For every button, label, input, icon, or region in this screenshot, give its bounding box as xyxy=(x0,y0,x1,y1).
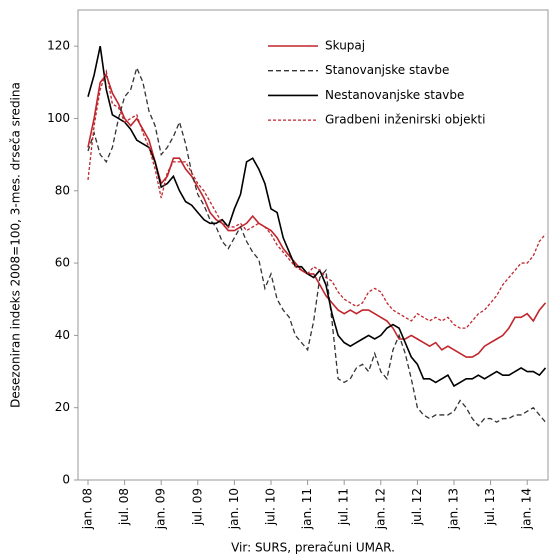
y-tick-label: 120 xyxy=(47,39,70,53)
y-tick-label: 0 xyxy=(62,473,70,487)
plot-frame xyxy=(77,9,549,481)
series-line xyxy=(87,73,547,358)
y-tick-label: 20 xyxy=(55,400,70,414)
x-tick-label: jul. 13 xyxy=(483,488,497,526)
source-note: Vir: SURS, preračuni UMAR. xyxy=(231,541,395,555)
y-axis-label: Desezoniran indeks 2008=100, 3-mes. drse… xyxy=(9,82,23,408)
x-tick-label: jan. 12 xyxy=(373,488,387,530)
x-tick-label: jan. 10 xyxy=(227,488,241,530)
x-tick-label: jan. 14 xyxy=(520,488,534,530)
x-tick-label: jul. 12 xyxy=(410,488,424,526)
series-line xyxy=(87,45,547,388)
x-tick-label: jul. 08 xyxy=(117,488,131,526)
legend-label: Skupaj xyxy=(325,39,365,53)
series-line xyxy=(87,65,546,427)
legend-label: Stanovanjske stavbe xyxy=(325,63,449,77)
x-tick-label: jan. 09 xyxy=(154,488,168,530)
legend-label: Nestanovanjske stavbe xyxy=(325,88,464,102)
x-tick-label: jan. 08 xyxy=(81,488,95,530)
y-tick-label: 60 xyxy=(55,256,70,270)
y-tick-label: 40 xyxy=(55,328,70,342)
legend-label: Gradbeni inženirski objekti xyxy=(325,113,485,127)
series-line xyxy=(87,68,546,329)
x-tick-label: jan. 13 xyxy=(447,488,461,530)
x-tick-label: jul. 11 xyxy=(337,488,351,526)
y-tick-label: 100 xyxy=(47,111,70,125)
x-tick-label: jul. 09 xyxy=(190,488,204,526)
x-tick-label: jul. 10 xyxy=(264,488,278,526)
x-tick-label: jan. 11 xyxy=(300,488,314,530)
y-tick-label: 80 xyxy=(55,183,70,197)
